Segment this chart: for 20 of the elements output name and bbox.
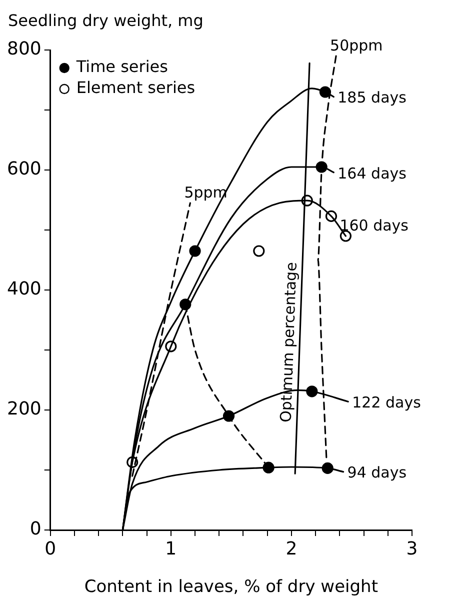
x-tick-label: 2: [286, 538, 298, 560]
x-tick-label: 1: [165, 538, 177, 560]
series-label: 185 days: [338, 88, 407, 107]
legend-label: Time series: [75, 57, 168, 76]
y-axis-title: Seedling dry weight, mg: [8, 11, 204, 30]
series-label: 164 days: [338, 164, 407, 182]
series-label: 94 days: [347, 464, 407, 482]
x-axis-title: Content in leaves, % of dry weight: [84, 577, 378, 598]
series-label: 50ppm: [330, 36, 383, 54]
y-tick-label: 600: [6, 158, 42, 180]
text: Optimum percentage: [276, 262, 300, 423]
y-tick-label: 800: [6, 38, 42, 60]
y-tick-label: 200: [6, 398, 42, 420]
y-tick-label: 0: [30, 518, 42, 540]
x-tick-label: 0: [44, 538, 56, 560]
series-label: 160 days: [340, 216, 409, 234]
y-tick-label: 400: [6, 278, 42, 300]
x-tick-label: 3: [406, 538, 418, 560]
legend-label: Element series: [76, 78, 196, 98]
series-label: 122 days: [352, 393, 422, 412]
